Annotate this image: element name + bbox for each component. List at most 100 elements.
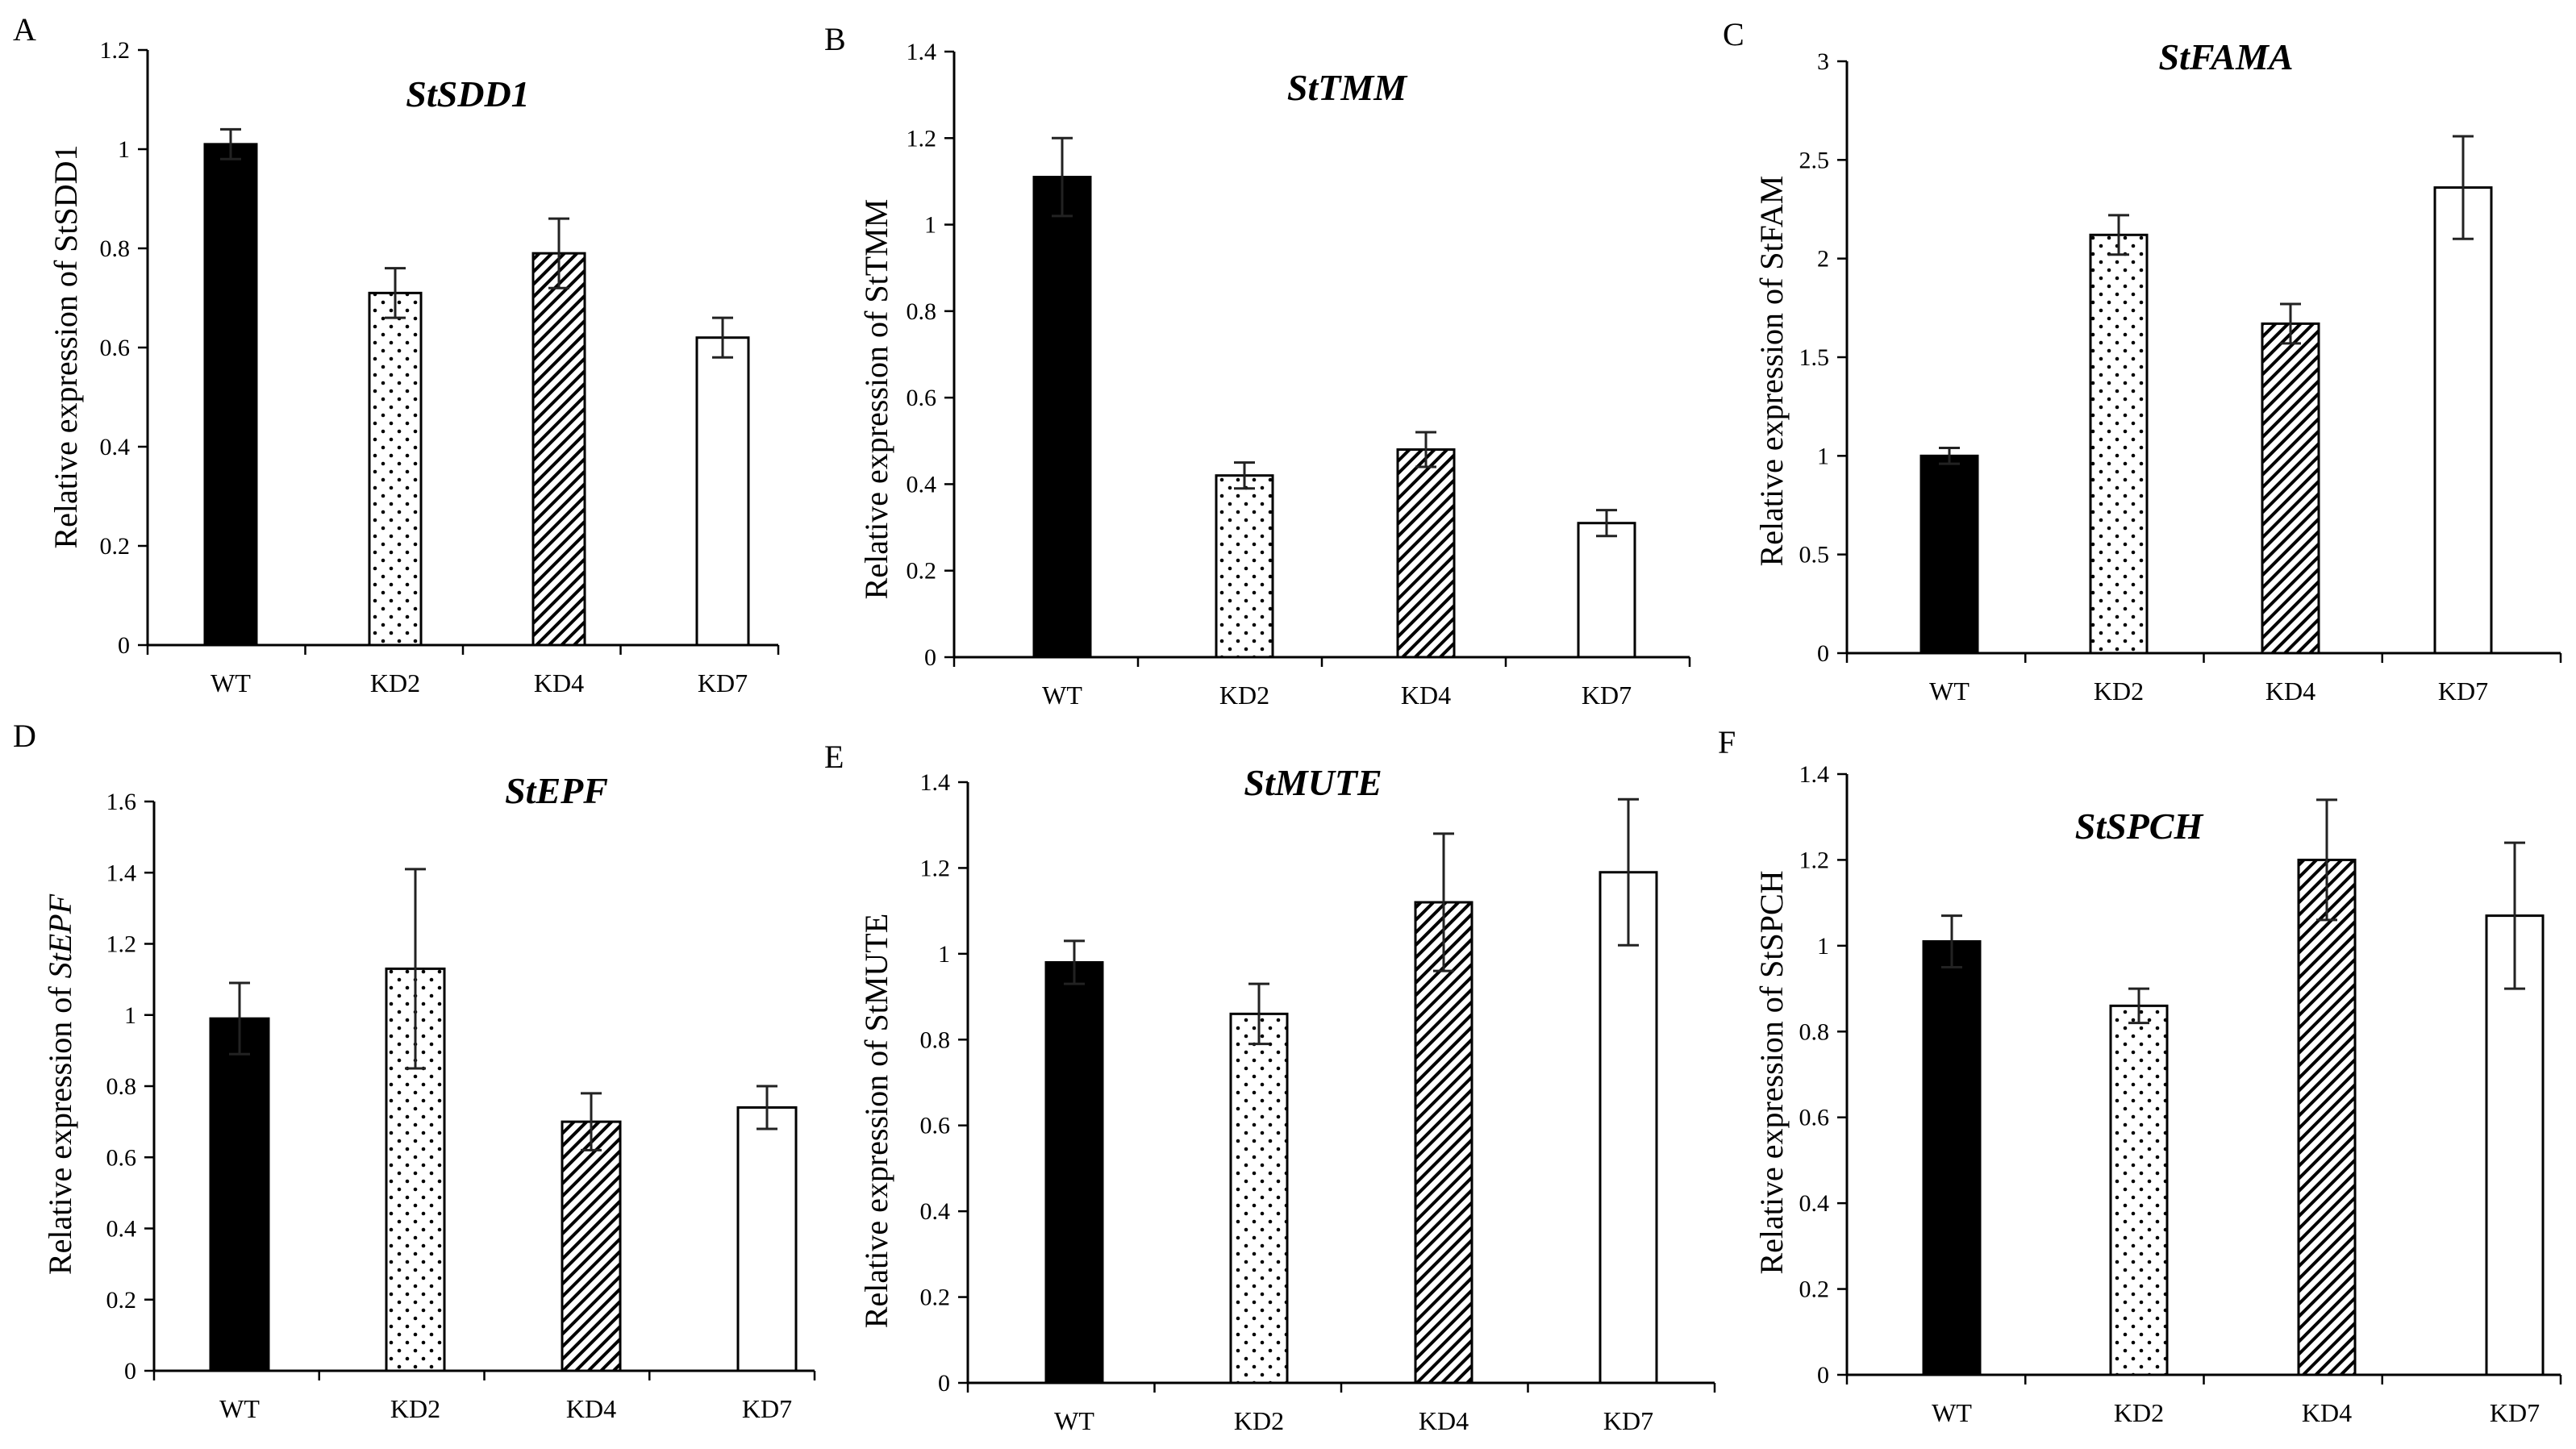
chart-F-errorbar-kd2 bbox=[2128, 987, 2149, 1025]
chart-B-category-label: KD2 bbox=[1219, 681, 1269, 710]
chart-A-errorbar-kd2 bbox=[385, 267, 406, 319]
chart-C-category-label: KD4 bbox=[2265, 677, 2315, 706]
chart-D-y-tick-label: 0.4 bbox=[106, 1216, 137, 1243]
chart-C-y-tick-label: 2.5 bbox=[1799, 147, 1830, 173]
chart-C-bars: WT KD2 KD4 KD7 bbox=[1919, 135, 2493, 706]
chart-B-bars: WT KD2 KD4 KD7 bbox=[1032, 136, 1636, 710]
chart-E-category-label: KD4 bbox=[1419, 1406, 1469, 1435]
chart-C-y-tick-label: 1.5 bbox=[1799, 344, 1830, 371]
panel-letter-A: A bbox=[13, 11, 36, 48]
chart-C-category-label: KD7 bbox=[2438, 677, 2488, 706]
chart-D-bar-kd4-hatched bbox=[561, 1120, 622, 1372]
chart-E-bar-kd4-hatched bbox=[1414, 901, 1473, 1384]
chart-E-y-tick-label: 1.2 bbox=[920, 855, 951, 881]
chart-D-bar-wt-solid bbox=[209, 1017, 270, 1372]
chart-B-title: StTMM bbox=[1287, 67, 1408, 108]
chart-F-bar-kd4-hatched bbox=[2297, 858, 2357, 1376]
chart-E-category-label: KD2 bbox=[1234, 1406, 1284, 1435]
panel-letter-C: C bbox=[1723, 16, 1744, 52]
chart-F-y-tick-label: 0.6 bbox=[1799, 1105, 1830, 1131]
chart-D-y-tick-label: 1.6 bbox=[106, 789, 137, 815]
chart-A-y-tick-label: 0 bbox=[118, 632, 130, 659]
chart-B-axes: 0 0.2 0.4 0.6 0.8 1 1.2 1.4 bbox=[907, 39, 1691, 671]
chart-C-errorbar-kd2 bbox=[2108, 214, 2129, 256]
panel-letter-F: F bbox=[1718, 724, 1736, 760]
chart-F-y-tick-label: 0 bbox=[1817, 1362, 1829, 1389]
chart-C-title: StFAMA bbox=[2158, 36, 2293, 77]
chart-A-ylabel: Relative expression of StSDD1 bbox=[48, 144, 84, 548]
chart-E-bar-wt-solid bbox=[1044, 961, 1104, 1384]
chart-F-bars: WT KD2 KD4 KD7 bbox=[1922, 798, 2545, 1427]
chart-E-errorbar-kd2 bbox=[1248, 982, 1269, 1046]
chart-E-errorbar-wt bbox=[1064, 939, 1085, 985]
chart-A-bar-kd4-hatched bbox=[531, 252, 586, 647]
chart-F-bar-kd7-white bbox=[2485, 914, 2545, 1376]
chart-D-y-tick-label: 1.4 bbox=[106, 860, 137, 886]
chart-A-y-tick-label: 1.2 bbox=[100, 37, 131, 64]
panel-C: C 0 0.5 1 1.5 2 2.5 3 WT KD2 KD4 KD7 StFAMA Relat… bbox=[1723, 16, 2562, 706]
chart-E-title: StMUTE bbox=[1244, 762, 1382, 803]
chart-F-y-tick-label: 1.4 bbox=[1799, 761, 1830, 788]
panel-D: D 0 0.2 0.4 0.6 0.8 1 1.2 1.4 1.6 WT KD2 KD4 KD7 St… bbox=[13, 718, 816, 1423]
chart-B-y-tick-label: 0 bbox=[924, 644, 936, 671]
chart-A-y-tick-label: 0.2 bbox=[100, 533, 131, 560]
chart-B-category-label: KD7 bbox=[1582, 681, 1632, 710]
chart-B-category-label: WT bbox=[1042, 681, 1082, 710]
chart-B-y-tick-label: 0.2 bbox=[907, 558, 937, 585]
chart-C-y-tick-label: 2 bbox=[1817, 246, 1829, 273]
panel-F: F 0 0.2 0.4 0.6 0.8 1 1.2 1.4 WT KD2 KD4 KD7 StSPC… bbox=[1718, 724, 2562, 1427]
chart-F-title: StSPCH bbox=[2075, 806, 2204, 847]
chart-C-errorbar-kd7 bbox=[2453, 135, 2474, 240]
chart-E-bar-kd7-white bbox=[1599, 871, 1658, 1384]
chart-B-bar-kd7-white bbox=[1577, 522, 1636, 659]
chart-C-bar-kd4-hatched bbox=[2261, 322, 2320, 655]
chart-A-y-tick-label: 0.8 bbox=[100, 235, 131, 262]
chart-E-y-tick-label: 0.2 bbox=[920, 1285, 951, 1311]
chart-D-y-tick-label: 0.8 bbox=[106, 1073, 137, 1100]
chart-E-errorbar-kd7 bbox=[1618, 797, 1639, 947]
chart-D-title: StEPF bbox=[505, 770, 608, 811]
chart-A-errorbar-wt bbox=[220, 127, 241, 160]
chart-A-bars: WT KD2 KD4 KD7 bbox=[203, 127, 750, 697]
chart-E-y-tick-label: 1.4 bbox=[920, 769, 951, 796]
chart-C-bar-kd2-dotted bbox=[2089, 233, 2149, 655]
chart-C-category-label: WT bbox=[1929, 677, 1970, 706]
chart-D-category-label: KD4 bbox=[566, 1394, 616, 1423]
chart-A-category-label: KD4 bbox=[534, 668, 584, 697]
chart-C-category-label: KD2 bbox=[2094, 677, 2144, 706]
chart-B-y-tick-label: 0.6 bbox=[907, 385, 937, 411]
chart-E-y-tick-label: 0.6 bbox=[920, 1113, 951, 1139]
chart-C-y-tick-label: 0 bbox=[1817, 640, 1829, 667]
chart-D-bars: WT KD2 KD4 KD7 bbox=[209, 868, 798, 1423]
panel-letter-E: E bbox=[824, 739, 844, 775]
panel-A: A 0 0.2 0.4 0.6 0.8 1 1.2 WT KD2 KD4 KD7 StSDD1 R… bbox=[13, 11, 780, 697]
chart-B-bar-wt-solid bbox=[1032, 176, 1092, 659]
chart-A-category-label: KD2 bbox=[370, 668, 420, 697]
chart-A-errorbar-kd7 bbox=[712, 316, 733, 359]
chart-D-category-label: KD7 bbox=[742, 1394, 792, 1423]
chart-F-bar-kd2-dotted bbox=[2109, 1004, 2169, 1376]
chart-F-errorbar-kd4 bbox=[2316, 798, 2337, 922]
chart-E-axes: 0 0.2 0.4 0.6 0.8 1 1.2 1.4 bbox=[920, 769, 1716, 1397]
chart-D-axes: 0 0.2 0.4 0.6 0.8 1 1.2 1.4 1.6 bbox=[106, 789, 816, 1384]
chart-A-title: StSDD1 bbox=[406, 73, 529, 115]
chart-A-axes: 0 0.2 0.4 0.6 0.8 1 1.2 bbox=[100, 37, 780, 659]
panel-E: E 0 0.2 0.4 0.6 0.8 1 1.2 1.4 WT KD2 KD4 KD7 StMUT… bbox=[824, 739, 1716, 1435]
chart-F-y-tick-label: 0.8 bbox=[1799, 1018, 1830, 1045]
chart-F-y-tick-label: 1 bbox=[1817, 933, 1829, 960]
chart-F-category-label: KD2 bbox=[2114, 1398, 2164, 1427]
chart-B-errorbar-wt bbox=[1052, 136, 1073, 218]
chart-B-y-tick-label: 0.4 bbox=[907, 471, 937, 498]
panel-letter-D: D bbox=[13, 718, 36, 754]
chart-E-errorbar-kd4 bbox=[1433, 832, 1454, 972]
chart-C-y-tick-label: 0.5 bbox=[1799, 542, 1830, 568]
chart-C-errorbar-wt bbox=[1939, 447, 1960, 465]
chart-D-category-label: WT bbox=[219, 1394, 260, 1423]
chart-A-bar-kd7-white bbox=[695, 336, 750, 647]
chart-B-y-tick-label: 1 bbox=[924, 212, 936, 239]
chart-D-errorbar-wt bbox=[229, 981, 250, 1056]
chart-D-errorbar-kd7 bbox=[757, 1085, 777, 1130]
panel-letter-B: B bbox=[824, 21, 846, 57]
chart-E-category-label: KD7 bbox=[1603, 1406, 1653, 1435]
